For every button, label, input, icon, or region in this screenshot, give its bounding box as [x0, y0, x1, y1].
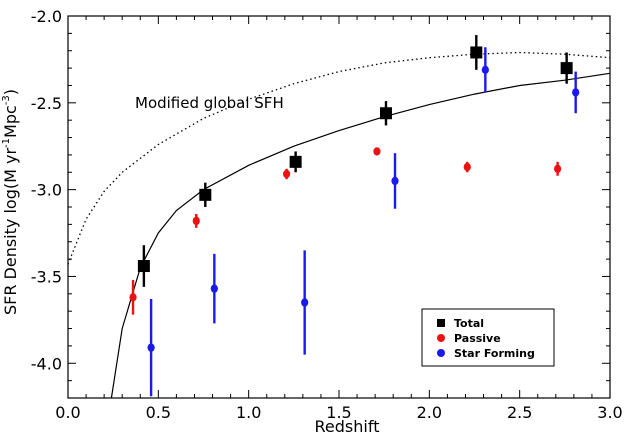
legend-marker-total — [437, 319, 445, 327]
point-star-forming — [481, 65, 489, 75]
data-markers — [129, 35, 580, 397]
legend-marker-passive — [437, 334, 445, 342]
x-axis-title: Redshift — [315, 417, 380, 436]
curve-global-sfh — [110, 72, 611, 399]
y-axis-title-sup1: -1 — [1, 138, 12, 148]
y-tick-label: -3.5 — [31, 267, 62, 286]
x-tick-label: 0.5 — [146, 403, 171, 422]
y-axis-title-end: ) — [1, 89, 20, 95]
y-axis-title: SFR Density log(M yr-1Mpc-3) — [1, 89, 20, 315]
point-passive — [129, 293, 137, 302]
y-tick-label: -4.0 — [31, 354, 62, 373]
point-star-forming — [301, 298, 309, 307]
x-tick-label: 2.0 — [417, 403, 442, 422]
curve-modified-global-sfh — [67, 51, 611, 265]
point-star-forming — [391, 176, 399, 186]
point-passive — [373, 147, 381, 156]
point-passive — [192, 216, 200, 226]
legend: Total Passive Star Forming — [421, 308, 555, 367]
point-total — [199, 188, 212, 201]
y-axis-title-main: SFR Density log(M yr — [1, 148, 20, 315]
point-passive — [463, 162, 471, 172]
point-total — [289, 155, 302, 168]
x-tick-label: 1.0 — [236, 403, 261, 422]
annotation-modified-global-sfh: Modified global SFH — [135, 94, 284, 112]
point-total — [379, 107, 392, 120]
x-tick-label: 2.5 — [507, 403, 532, 422]
point-passive — [283, 169, 291, 179]
point-star-forming — [147, 343, 155, 352]
x-tick-label: 0.0 — [55, 403, 80, 422]
legend-label-passive: Passive — [454, 332, 501, 345]
legend-label-total: Total — [454, 317, 484, 330]
point-passive — [554, 164, 562, 173]
x-tick-label: 1.5 — [326, 403, 351, 422]
axes: 0.0 0.5 1.0 1.5 2.0 2.5 3.0 -2.0 -2.5 -3.0 -3.5 -4.… — [31, 7, 623, 422]
legend-label-star-forming: Star Forming — [454, 347, 535, 360]
curves — [67, 51, 611, 399]
x-tick-label: 3.0 — [597, 403, 622, 422]
legend-marker-star-forming — [437, 349, 445, 357]
y-tick-label: -3.0 — [31, 181, 62, 200]
point-star-forming — [210, 284, 218, 293]
y-axis-title-sup2: -3 — [1, 95, 12, 105]
point-total — [137, 260, 150, 273]
point-star-forming — [572, 88, 580, 97]
y-tick-label: -2.0 — [31, 7, 62, 26]
y-tick-label: -2.5 — [31, 94, 62, 113]
y-axis-title-mid: Mpc — [1, 105, 20, 138]
point-total — [470, 46, 483, 59]
point-total — [560, 62, 573, 75]
